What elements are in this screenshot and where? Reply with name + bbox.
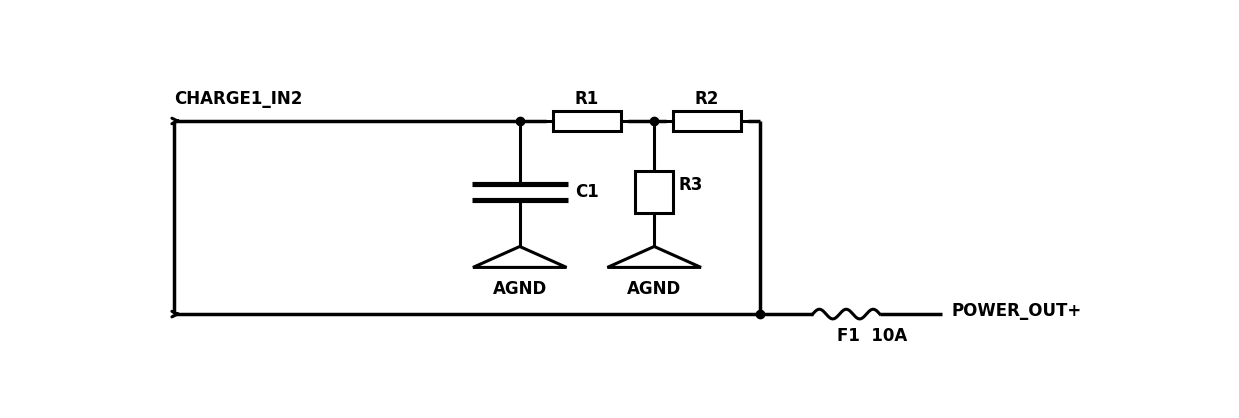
Bar (554, 110, 621, 131)
Bar (674, 110, 741, 131)
Text: CHARGE1_IN2: CHARGE1_IN2 (173, 90, 302, 108)
Text: AGND: AGND (493, 280, 546, 298)
Bar (636, 171, 674, 213)
Text: R3: R3 (678, 176, 703, 194)
Text: POWER_OUT+: POWER_OUT+ (952, 302, 1082, 320)
Text: R1: R1 (575, 90, 600, 108)
Text: C1: C1 (575, 183, 600, 201)
Polygon shape (473, 247, 566, 268)
Text: R2: R2 (695, 90, 719, 108)
Text: F1  10A: F1 10A (836, 327, 907, 345)
Polygon shape (607, 247, 701, 268)
Text: AGND: AGND (627, 280, 681, 298)
